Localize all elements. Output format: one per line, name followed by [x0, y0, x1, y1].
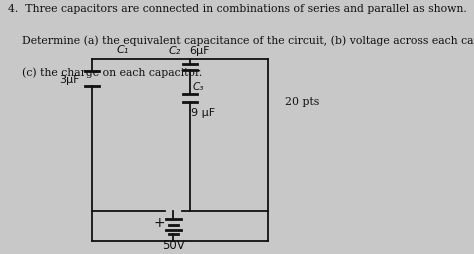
Text: 6μF: 6μF — [190, 46, 210, 56]
Text: 4.  Three capacitors are connected in combinations of series and parallel as sho: 4. Three capacitors are connected in com… — [8, 4, 466, 14]
Text: 20 pts: 20 pts — [285, 97, 319, 107]
Text: 9 μF: 9 μF — [191, 108, 215, 118]
Text: 50V: 50V — [162, 238, 185, 251]
Text: C₁: C₁ — [117, 45, 129, 55]
Text: C₃: C₃ — [193, 82, 204, 92]
Text: C₂: C₂ — [168, 46, 181, 56]
Text: Determine (a) the equivalent capacitance of the circuit, (b) voltage across each: Determine (a) the equivalent capacitance… — [8, 36, 474, 46]
Text: (c) the charge on each capacitor.: (c) the charge on each capacitor. — [8, 67, 202, 78]
Text: 3μF: 3μF — [59, 74, 80, 85]
Text: +: + — [153, 215, 164, 229]
